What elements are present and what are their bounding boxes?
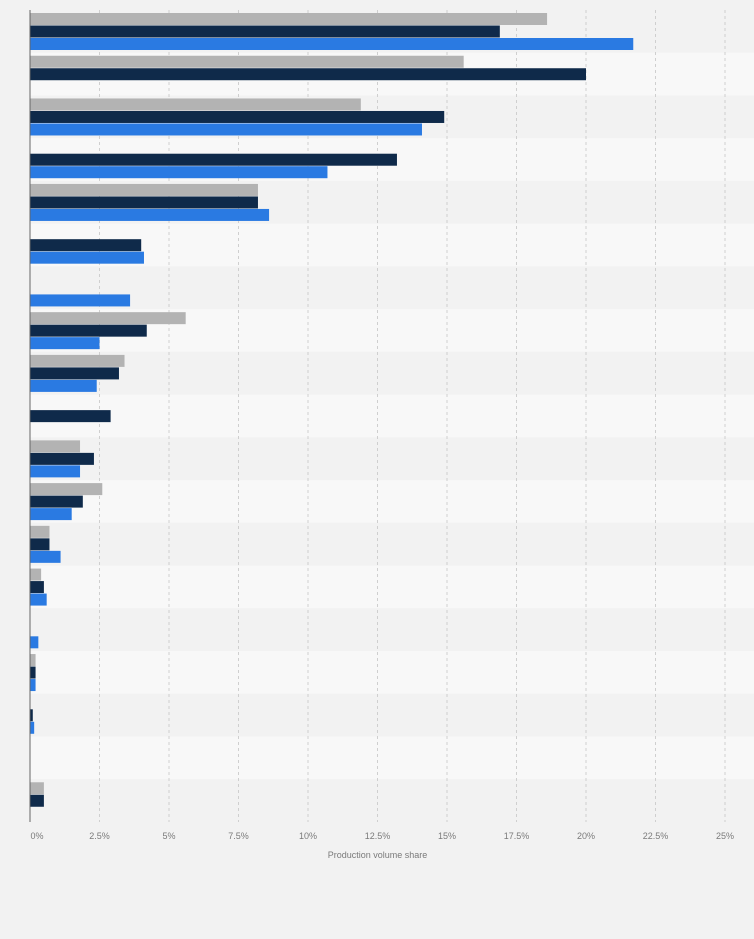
bar — [30, 721, 35, 734]
bar — [30, 183, 258, 196]
bar — [30, 166, 328, 179]
category-band — [30, 351, 754, 395]
category-band — [30, 736, 754, 780]
bar — [30, 465, 81, 478]
bar — [30, 294, 131, 307]
bar — [30, 709, 33, 722]
bar — [30, 440, 81, 453]
x-tick-label: 10% — [299, 831, 317, 841]
bar — [30, 508, 72, 521]
category-band — [30, 522, 754, 566]
bar — [30, 38, 634, 50]
bar — [30, 568, 42, 581]
bar — [30, 782, 44, 795]
x-tick-label: 25% — [716, 831, 734, 841]
bar — [30, 581, 44, 594]
bar — [30, 153, 397, 166]
x-tick-label: 2.5% — [89, 831, 110, 841]
bar — [30, 13, 548, 25]
bar — [30, 98, 361, 111]
bar — [30, 123, 422, 136]
bar — [30, 196, 258, 209]
category-band — [30, 565, 754, 609]
x-tick-label: 22.5% — [643, 831, 669, 841]
bar — [30, 525, 50, 538]
x-axis-ticks: 0% 2.5% 5% 7.5% 10% 12.5% 15% 17.5% 20% 22.5% 25% — [30, 831, 734, 841]
category-band — [30, 437, 754, 481]
bar — [30, 367, 119, 380]
bar — [30, 251, 144, 264]
x-tick-label: 12.5% — [365, 831, 391, 841]
category-band — [30, 608, 754, 652]
bar — [30, 25, 500, 38]
category-band — [30, 779, 754, 822]
bar — [30, 337, 100, 350]
bar — [30, 379, 97, 392]
bar — [30, 324, 147, 337]
bar — [30, 312, 186, 325]
category-band — [30, 394, 754, 438]
bar — [30, 208, 270, 221]
bar — [30, 68, 586, 81]
bar — [30, 110, 445, 123]
bar — [30, 654, 36, 667]
bar — [30, 354, 125, 367]
bar — [30, 410, 111, 423]
category-band — [30, 651, 754, 694]
bar — [30, 666, 36, 679]
bar — [30, 538, 50, 551]
bar — [30, 550, 61, 563]
x-tick-label: 0% — [30, 831, 43, 841]
bar-series — [30, 13, 634, 807]
bar — [30, 794, 44, 807]
category-band — [30, 266, 754, 310]
x-tick-label: 20% — [577, 831, 595, 841]
bar — [30, 593, 47, 606]
category-band — [30, 693, 754, 737]
x-tick-label: 7.5% — [228, 831, 249, 841]
bar — [30, 636, 39, 649]
x-tick-label: 5% — [162, 831, 175, 841]
bar — [30, 483, 103, 496]
bar — [30, 495, 83, 508]
x-tick-label: 17.5% — [504, 831, 530, 841]
category-band — [30, 223, 754, 267]
bar — [30, 55, 464, 68]
bar — [30, 679, 36, 692]
x-axis-title: Production volume share — [328, 850, 428, 860]
x-tick-label: 15% — [438, 831, 456, 841]
bar — [30, 239, 142, 252]
category-band — [30, 480, 754, 523]
bar — [30, 452, 94, 465]
